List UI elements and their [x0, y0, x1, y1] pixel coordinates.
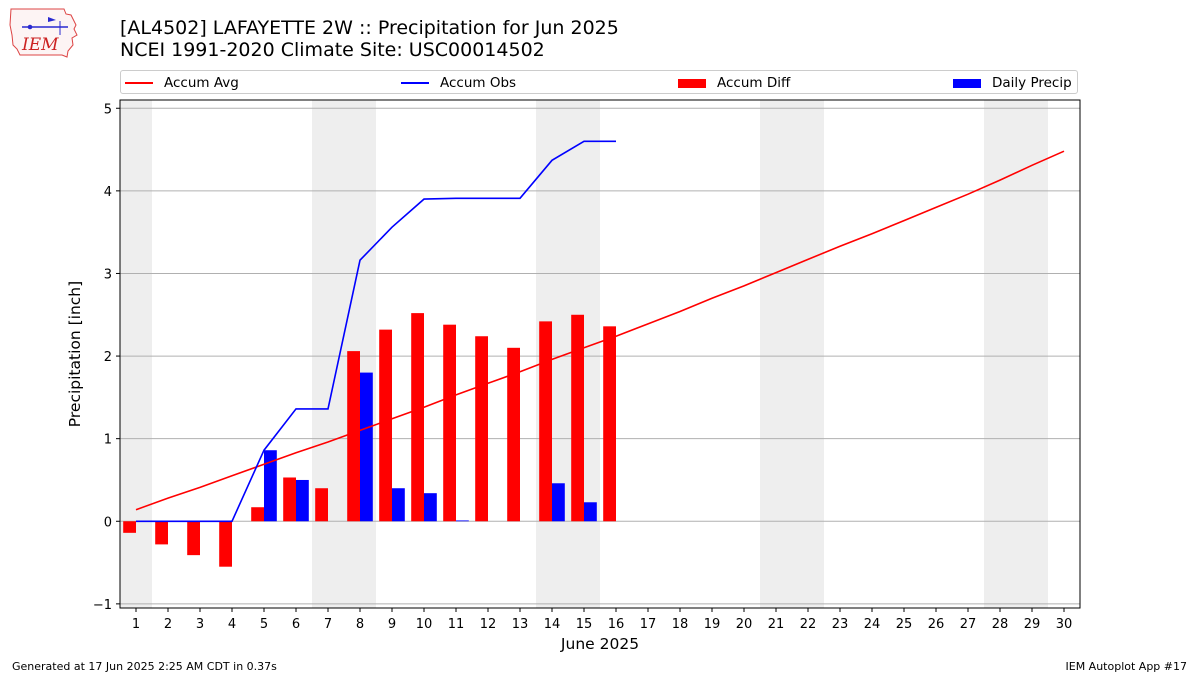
x-tick-label-30: 30 [1056, 617, 1073, 632]
x-tick-label-8: 8 [356, 617, 364, 632]
accum-diff-bar-day-8 [347, 351, 360, 522]
x-tick-label-24: 24 [864, 617, 881, 632]
accum-diff-bar-day-14 [539, 321, 552, 522]
x-tick-label-23: 23 [832, 617, 849, 632]
weekend-shade-day-21 [760, 100, 792, 608]
accum-diff-bar-day-9 [379, 329, 392, 522]
weekend-shade-day-14 [536, 100, 568, 608]
legend-accum-obs: Accum Obs [401, 74, 516, 92]
legend-accum-avg-label: Accum Avg [164, 75, 239, 91]
x-tick-label-29: 29 [1024, 617, 1041, 632]
x-tick-label-13: 13 [512, 617, 529, 632]
accum-diff-bar-day-5 [251, 507, 264, 522]
legend-accum-avg: Accum Avg [125, 74, 239, 92]
legend: Accum Avg Accum Obs Accum Diff Daily Pre… [120, 70, 1078, 94]
accum-diff-bar-day-10 [411, 313, 424, 522]
x-tick-label-9: 9 [388, 617, 396, 632]
accum-diff-bar-day-11 [443, 324, 456, 522]
legend-daily-precip-label: Daily Precip [992, 75, 1072, 91]
chart-title: [AL4502] LAFAYETTE 2W :: Precipitation f… [120, 17, 619, 61]
legend-accum-obs-label: Accum Obs [440, 75, 517, 91]
accum-diff-bar-day-16 [603, 326, 616, 522]
x-tick-label-10: 10 [416, 617, 433, 632]
y-tick-label-1: 1 [104, 433, 112, 448]
x-tick-label-26: 26 [928, 617, 945, 632]
y-tick-label-4: 4 [104, 185, 112, 200]
daily-precip-bar-day-11 [456, 520, 469, 522]
y-tick-label-5: 5 [104, 102, 112, 117]
x-tick-label-11: 11 [448, 617, 465, 632]
x-tick-label-14: 14 [544, 617, 561, 632]
x-tick-label-5: 5 [260, 617, 268, 632]
legend-daily-precip: Daily Precip [953, 74, 1072, 92]
x-tick-label-1: 1 [132, 617, 140, 632]
daily-precip-bar-day-10 [424, 493, 437, 522]
y-tick-label--1: −1 [93, 598, 112, 613]
daily-precip-bar-day-6 [296, 479, 309, 522]
chart-title-line1: [AL4502] LAFAYETTE 2W :: Precipitation f… [120, 17, 619, 39]
daily-precip-bar-day-14 [552, 483, 565, 522]
x-tick-label-21: 21 [768, 617, 785, 632]
accum-diff-bar-day-4 [219, 521, 232, 567]
x-tick-label-15: 15 [576, 617, 593, 632]
footer-generated: Generated at 17 Jun 2025 2:25 AM CDT in … [12, 660, 277, 673]
weekend-shade-day-7 [312, 100, 344, 608]
x-tick-label-2: 2 [164, 617, 172, 632]
legend-accum-diff-label: Accum Diff [717, 75, 791, 91]
x-tick-label-19: 19 [704, 617, 721, 632]
daily-precip-bar-day-15 [584, 502, 597, 522]
x-axis-label: June 2025 [560, 635, 639, 653]
accum-diff-bar-day-7 [315, 488, 328, 522]
x-tick-label-18: 18 [672, 617, 689, 632]
weekend-shade-day-15 [568, 100, 600, 608]
x-tick-label-17: 17 [640, 617, 657, 632]
y-tick-label-0: 0 [104, 515, 112, 530]
x-tick-label-28: 28 [992, 617, 1009, 632]
daily-precip-bar-day-9 [392, 488, 405, 522]
y-tick-label-3: 3 [104, 267, 112, 282]
accum-diff-bar-day-1 [123, 521, 136, 533]
y-axis-label: Precipitation [inch] [66, 281, 84, 427]
accum-diff-bar-day-6 [283, 477, 296, 522]
weekend-shade-day-1 [120, 100, 152, 608]
accum-obs-line [136, 140, 616, 523]
x-tick-label-25: 25 [896, 617, 913, 632]
accum-diff-bar-day-13 [507, 347, 520, 522]
x-tick-label-22: 22 [800, 617, 817, 632]
x-tick-label-7: 7 [324, 617, 332, 632]
legend-accum-obs-swatch [401, 82, 429, 84]
x-tick-label-3: 3 [196, 617, 204, 632]
legend-daily-precip-swatch [953, 78, 981, 88]
x-tick-label-12: 12 [480, 617, 497, 632]
plot-frame [119, 99, 1081, 609]
daily-precip-bar-day-5 [264, 450, 277, 522]
legend-accum-avg-swatch [125, 82, 153, 84]
accum-diff-bar-day-12 [475, 336, 488, 522]
x-tick-label-20: 20 [736, 617, 753, 632]
accum-diff-bar-day-3 [187, 521, 200, 556]
accum-diff-bar-day-15 [571, 314, 584, 522]
weekend-shade-day-8 [344, 100, 376, 608]
weekend-shade-day-22 [792, 100, 824, 608]
y-tick-label-2: 2 [104, 350, 112, 365]
accum-avg-line [135, 150, 1065, 511]
daily-precip-bar-day-8 [360, 372, 373, 522]
accum-diff-bar-day-2 [155, 521, 168, 545]
weekend-shade-day-28 [984, 100, 1016, 608]
weekend-shade-day-29 [1016, 100, 1048, 608]
footer-app: IEM Autoplot App #17 [1065, 660, 1188, 673]
x-tick-label-16: 16 [608, 617, 625, 632]
chart-subtitle: NCEI 1991-2020 Climate Site: USC00014502 [120, 39, 545, 61]
logo-text: IEM [21, 35, 59, 55]
iem-logo: IEM [9, 8, 78, 58]
x-tick-label-27: 27 [960, 617, 977, 632]
legend-accum-diff: Accum Diff [678, 74, 790, 92]
x-tick-label-6: 6 [292, 617, 300, 632]
x-tick-label-4: 4 [228, 617, 236, 632]
legend-accum-diff-swatch [678, 78, 706, 88]
